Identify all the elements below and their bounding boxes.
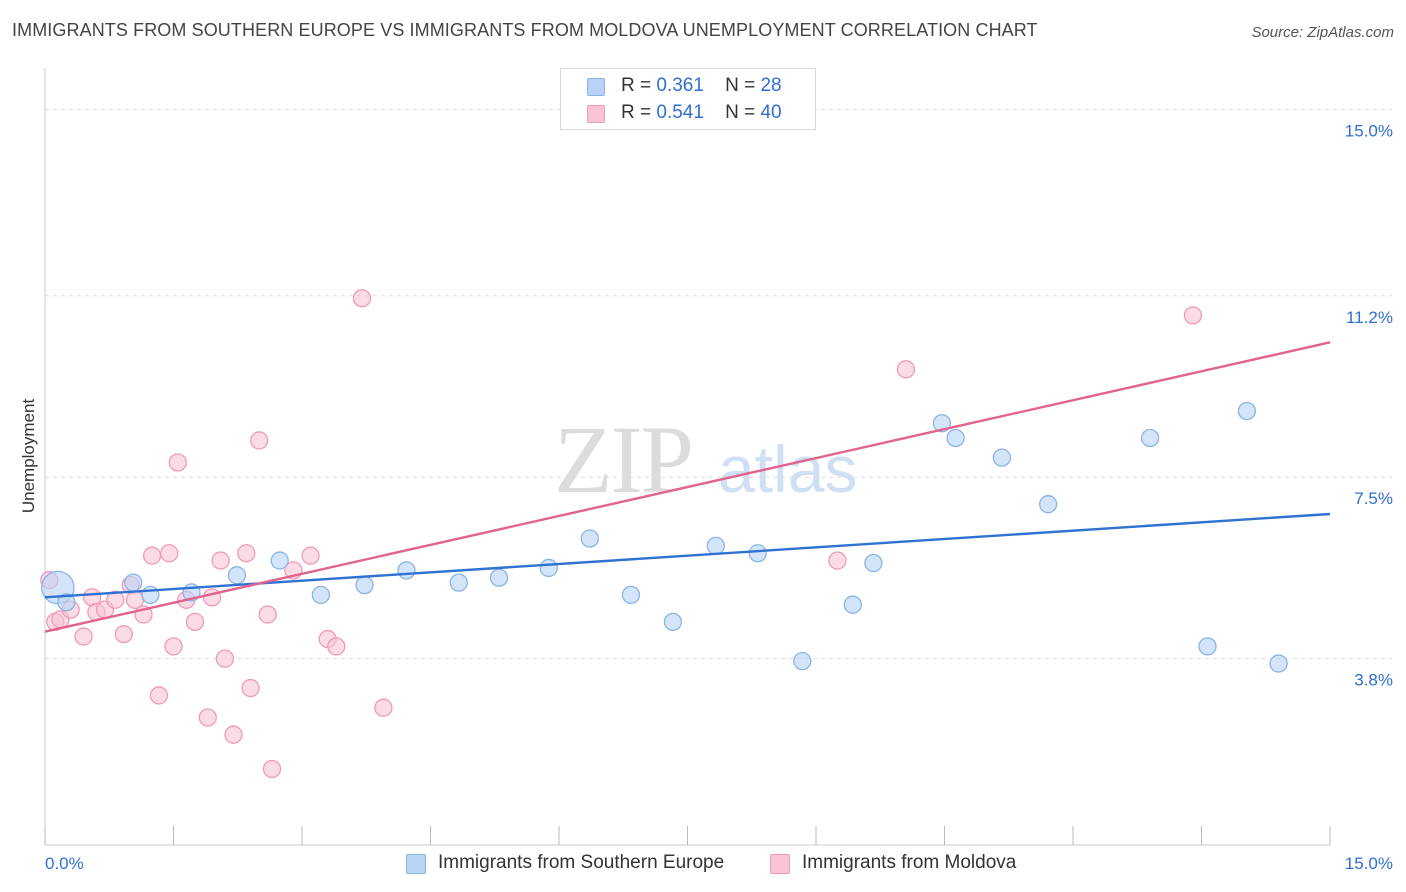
southern-europe-points xyxy=(41,401,1288,673)
y-axis-label: Unemployment xyxy=(19,399,38,514)
blue-point xyxy=(621,585,641,605)
legend-r-label: R = xyxy=(621,75,652,96)
legend-n-label: N = xyxy=(725,75,756,96)
blue-point xyxy=(57,593,76,612)
pink-point xyxy=(198,708,217,727)
blue-point xyxy=(1198,637,1217,656)
pink-point xyxy=(142,546,162,565)
legend-swatch-blue xyxy=(406,854,426,874)
blue-point xyxy=(227,566,247,585)
chart-title: IMMIGRANTS FROM SOUTHERN EUROPE VS IMMIG… xyxy=(12,20,1038,40)
blue-point xyxy=(1039,495,1058,514)
blue-point xyxy=(489,568,509,587)
pink-point xyxy=(258,605,277,624)
blue-point xyxy=(355,575,374,595)
blue-point xyxy=(124,573,143,592)
blue-point xyxy=(1237,401,1257,421)
blue-point xyxy=(748,544,767,563)
blue-point xyxy=(663,612,683,632)
pink-point xyxy=(106,590,125,609)
legend-n-label: N = xyxy=(725,102,756,123)
pink-point xyxy=(241,678,260,698)
pink-trend-line xyxy=(44,341,1331,633)
legend-swatch-pink xyxy=(770,854,790,874)
blue-point xyxy=(449,573,468,592)
blue-point xyxy=(580,529,599,548)
pink-point xyxy=(185,612,205,632)
x-tick-label: 15.0% xyxy=(1345,854,1393,873)
gridlines xyxy=(45,108,1392,660)
pink-point xyxy=(262,759,282,779)
pink-point xyxy=(224,725,243,744)
moldova-points xyxy=(40,289,1203,779)
blue-point xyxy=(843,595,862,614)
pink-point xyxy=(211,551,230,570)
pink-point xyxy=(352,289,372,308)
legend-r-value-pink: 0.541 xyxy=(656,102,704,123)
pink-point xyxy=(301,546,320,565)
blue-point xyxy=(311,585,330,605)
blue-point xyxy=(706,536,725,556)
pink-point xyxy=(250,431,269,450)
pink-point xyxy=(114,624,133,644)
source-label: Source: ZipAtlas.com xyxy=(1251,24,1394,41)
pink-point xyxy=(237,544,256,563)
y-tick-label: 11.2% xyxy=(1346,308,1393,327)
watermark-zip: ZIP xyxy=(554,406,692,513)
pink-point xyxy=(160,544,179,563)
pink-point xyxy=(149,686,169,705)
legend-swatch-pink xyxy=(587,105,605,123)
x-tick-label: 0.0% xyxy=(45,854,84,873)
y-tick-label: 15.0% xyxy=(1345,121,1393,140)
legend-r-value-blue: 0.361 xyxy=(656,75,704,96)
axis-labels: 3.8% 7.5% 11.2% 15.0% 0.0% 15.0% Unemployment xyxy=(19,121,1393,873)
pink-point xyxy=(168,453,187,472)
blue-point xyxy=(793,651,812,671)
watermark: ZIP atlas xyxy=(554,406,857,513)
pink-point xyxy=(164,637,183,656)
legend-swatch-blue xyxy=(587,78,605,96)
blue-point xyxy=(1140,428,1160,448)
watermark-atlas: atlas xyxy=(718,432,857,506)
series-legend: Immigrants from Southern Europe Immigran… xyxy=(0,852,1406,878)
blue-point xyxy=(864,553,883,573)
trend-lines xyxy=(44,341,1331,633)
pink-point xyxy=(74,627,93,646)
pink-point xyxy=(202,588,222,607)
blue-point xyxy=(992,448,1012,467)
blue-point xyxy=(1269,654,1288,673)
legend-n-value-blue: 28 xyxy=(760,75,782,96)
pink-point xyxy=(1183,306,1203,325)
legend-r-label: R = xyxy=(621,102,652,123)
pink-point xyxy=(896,360,916,379)
pink-point xyxy=(215,649,235,668)
pink-point xyxy=(327,637,346,656)
blue-point xyxy=(397,561,416,580)
blue-point xyxy=(539,558,558,578)
legend-n-value-pink: 40 xyxy=(760,102,782,123)
y-tick-label: 7.5% xyxy=(1354,489,1393,508)
legend-label-southern-europe: Immigrants from Southern Europe xyxy=(438,852,725,873)
pink-point xyxy=(828,551,847,570)
blue-point xyxy=(932,414,952,433)
axes xyxy=(44,68,1331,846)
correlation-legend: R = 0.361 N = 28 R = 0.541 N = 40 xyxy=(560,68,816,130)
y-tick-label: 3.8% xyxy=(1354,671,1393,690)
legend-label-moldova: Immigrants from Moldova xyxy=(802,852,1017,873)
pink-point xyxy=(374,698,393,717)
blue-point xyxy=(270,551,289,570)
blue-point xyxy=(946,428,965,448)
